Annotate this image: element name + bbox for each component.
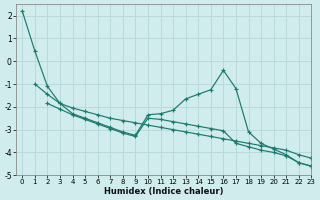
X-axis label: Humidex (Indice chaleur): Humidex (Indice chaleur) [104,187,223,196]
